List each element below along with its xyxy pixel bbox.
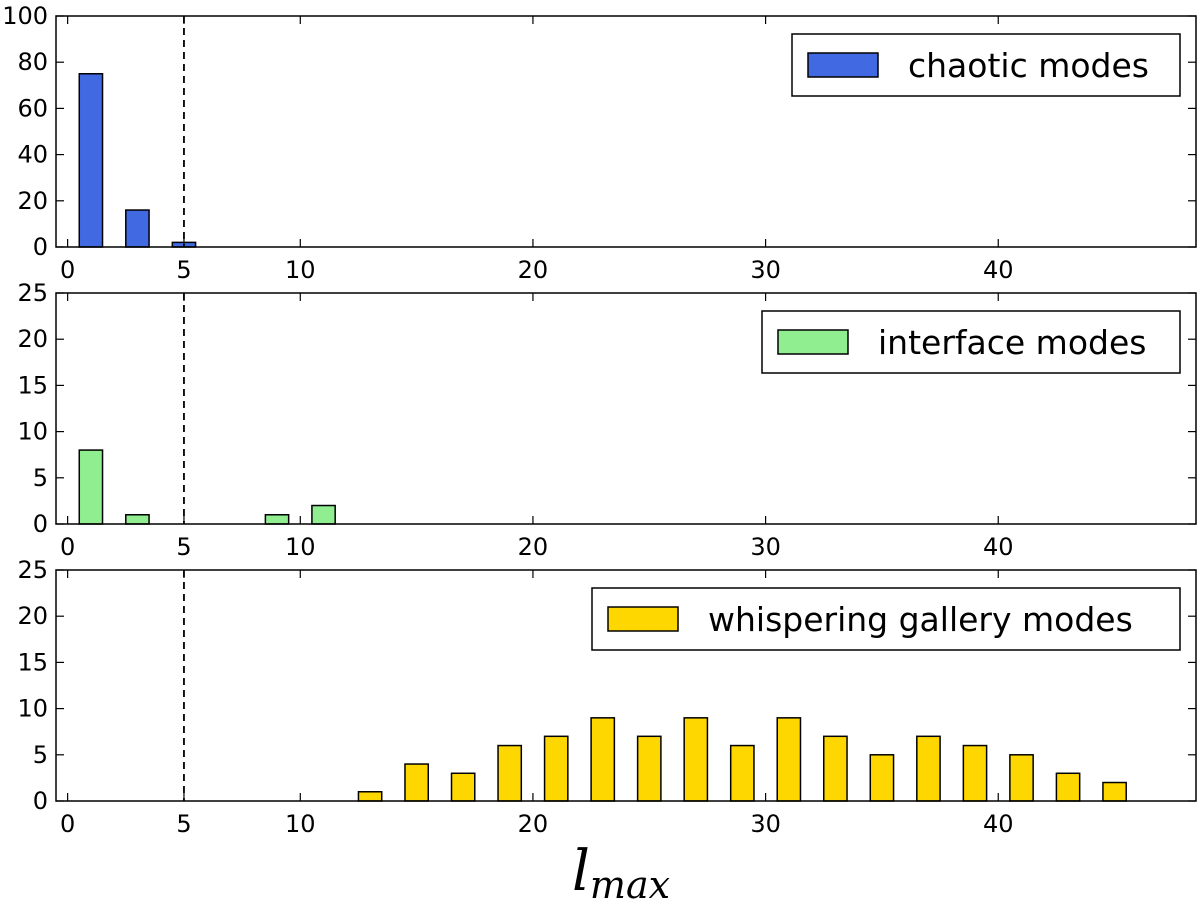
bar-2-13 (962, 744, 988, 802)
axes-frame-2 (55, 569, 1197, 802)
bar-2-2 (450, 772, 476, 802)
bar-2-1 (404, 763, 429, 802)
x-tick-label-2-4: 30 (750, 810, 781, 838)
y-tick-label-0-0: 0 (33, 233, 48, 261)
bar-2-6 (636, 735, 662, 802)
y-tick-label-0-1: 20 (17, 187, 48, 215)
legend-swatch-2 (607, 606, 679, 632)
bar-2-9 (776, 717, 802, 802)
x-tick-label-1-0: 0 (60, 533, 75, 561)
x-tick-label-2-3: 20 (518, 810, 549, 838)
y-tick-label-0-2: 40 (17, 141, 48, 169)
x-tick-label-1-5: 40 (983, 533, 1014, 561)
y-tick-label-1-4: 20 (17, 325, 48, 353)
y-tick-label-2-4: 20 (17, 602, 48, 630)
legend-label-1: interface modes (878, 323, 1146, 362)
y-tick-label-2-3: 15 (17, 648, 48, 676)
bar-2-7 (683, 717, 709, 802)
legend-swatch-0 (807, 52, 879, 78)
bar-1-3 (311, 504, 336, 525)
legend-1: interface modes (761, 310, 1181, 374)
legend-label-0: chaotic modes (908, 46, 1149, 85)
x-axis-label-subscript: max (590, 863, 670, 900)
x-tick-label-1-2: 10 (285, 533, 316, 561)
y-tick-label-0-4: 80 (17, 48, 48, 76)
y-tick-label-0-5: 100 (2, 2, 48, 30)
legend-swatch-1 (777, 329, 849, 355)
bar-2-16 (1102, 781, 1127, 802)
axes-frame-1 (55, 292, 1197, 525)
bar-2-4 (543, 735, 569, 802)
x-tick-label-0-1: 5 (176, 256, 191, 284)
bar-1-0 (78, 449, 104, 525)
x-tick-label-2-1: 5 (176, 810, 191, 838)
y-tick-label-1-1: 5 (33, 464, 48, 492)
x-tick-label-0-5: 40 (983, 256, 1014, 284)
x-tick-label-1-3: 20 (518, 533, 549, 561)
bar-2-10 (823, 735, 848, 802)
panel-interface-modes: 0 5 10 20 30 40 0 5 10 15 20 25 interface modes (17, 279, 1197, 561)
bar-2-14 (1009, 754, 1034, 802)
x-axis-label-main: l (572, 839, 590, 900)
y-tick-label-2-0: 0 (33, 787, 48, 815)
bar-2-0 (357, 791, 383, 802)
bar-1-2 (264, 514, 290, 525)
y-tick-label-1-3: 15 (17, 371, 48, 399)
x-tick-label-0-0: 0 (60, 256, 75, 284)
x-axis-label: lmax (572, 839, 670, 900)
x-tick-label-2-2: 10 (285, 810, 316, 838)
x-tick-label-0-2: 10 (285, 256, 316, 284)
y-tick-label-2-5: 25 (17, 556, 48, 584)
bar-2-12 (916, 735, 941, 802)
y-tick-label-1-0: 0 (33, 510, 48, 538)
axes-frame-0 (55, 15, 1197, 248)
y-tick-label-1-5: 25 (17, 279, 48, 307)
x-tick-label-0-4: 30 (750, 256, 781, 284)
bar-2-5 (590, 717, 616, 802)
bar-2-15 (1055, 772, 1081, 802)
x-tick-label-1-1: 5 (176, 533, 191, 561)
y-tick-label-1-2: 10 (17, 418, 48, 446)
x-tick-label-2-5: 40 (983, 810, 1014, 838)
x-tick-label-1-4: 30 (750, 533, 781, 561)
bar-0-1 (125, 209, 150, 248)
x-tick-label-2-0: 0 (60, 810, 75, 838)
bar-2-8 (729, 744, 755, 802)
bar-0-0 (78, 73, 104, 248)
legend-2: whispering gallery modes (591, 587, 1181, 651)
bar-2-11 (869, 754, 895, 802)
y-tick-label-2-1: 5 (33, 741, 48, 769)
legend-0: chaotic modes (791, 33, 1181, 97)
panel-whispering-gallery-modes: 0 5 10 20 30 40 0 5 10 15 20 25 whispering gallery m… (17, 556, 1197, 838)
x-tick-label-0-3: 20 (518, 256, 549, 284)
legend-box-2 (591, 587, 1181, 651)
panel-chaotic-modes: 0 5 10 20 30 40 0 20 40 60 80 100 chaotic modes (2, 2, 1197, 284)
bar-1-1 (125, 514, 150, 525)
legend-label-2: whispering gallery modes (708, 600, 1133, 639)
y-tick-label-2-2: 10 (17, 695, 48, 723)
bar-2-3 (497, 744, 523, 802)
y-tick-label-0-3: 60 (17, 94, 48, 122)
